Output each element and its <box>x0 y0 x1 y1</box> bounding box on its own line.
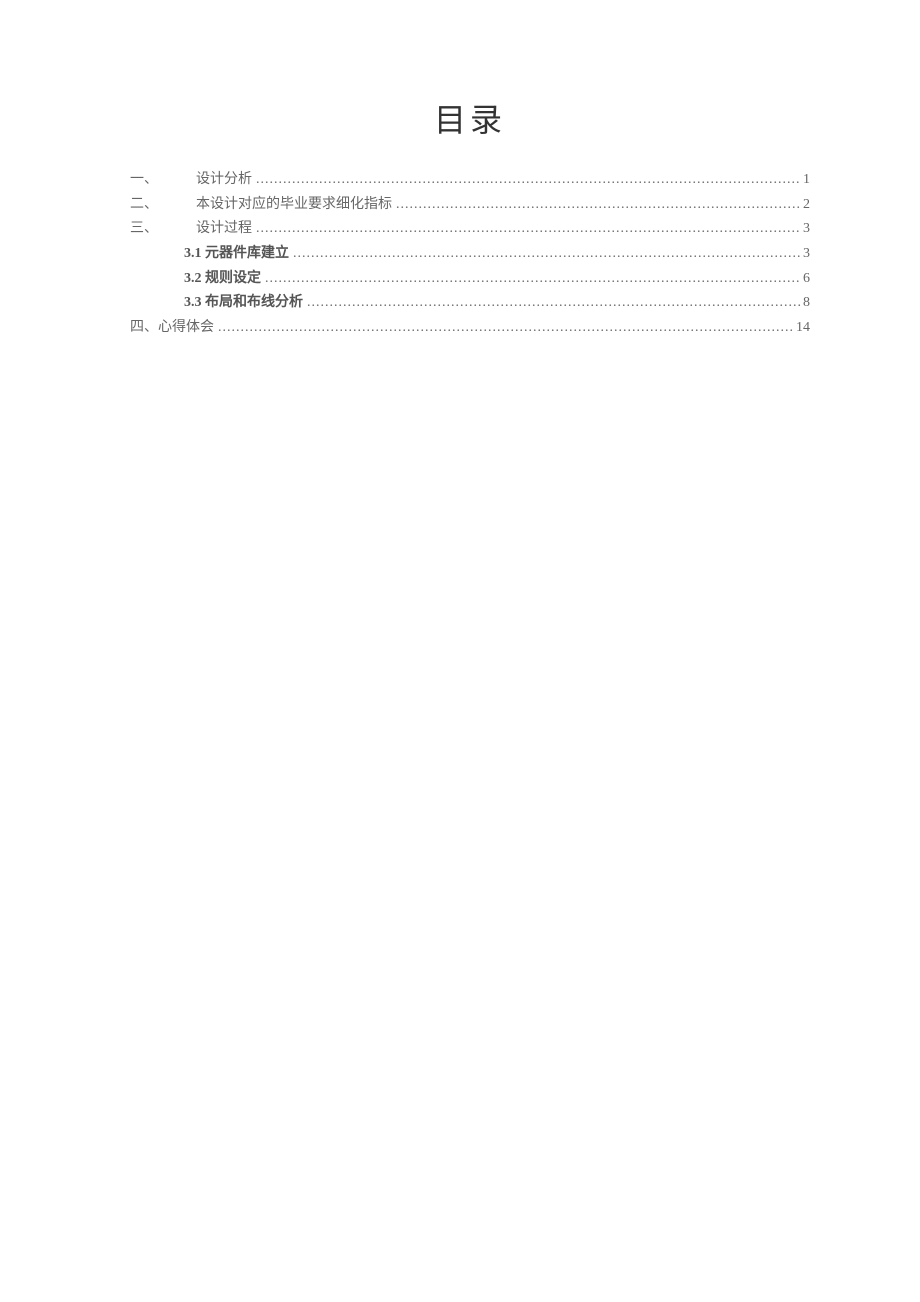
toc-entry: 二、 本设计对应的毕业要求细化指标........................… <box>130 194 810 216</box>
toc-entry-page: 8 <box>801 292 810 314</box>
toc-title: 目录 <box>130 95 810 141</box>
toc-entry-number: 3.2 <box>184 268 202 290</box>
toc-entry: 三、 设计过程..................................… <box>130 218 810 240</box>
toc-entry-number: 3.1 <box>184 243 202 265</box>
toc-entry-page: 3 <box>801 218 810 240</box>
toc-entry: 一、 设计分析..................................… <box>130 169 810 191</box>
toc-leader-dots: ........................................… <box>289 243 801 265</box>
toc-entry: 3.3 布局和布线分析.............................… <box>130 292 810 314</box>
toc-leader-dots: ........................................… <box>252 169 801 191</box>
toc-entry-page: 2 <box>801 194 810 216</box>
toc-entry-text: 设计过程 <box>196 218 252 240</box>
toc-entry-number: 四、 <box>130 317 158 339</box>
toc-entry-text: 元器件库建立 <box>205 243 289 265</box>
toc-entry-text: 规则设定 <box>205 268 261 290</box>
toc-leader-dots: ........................................… <box>392 194 801 216</box>
toc-leader-dots: ........................................… <box>303 292 801 314</box>
toc-leader-dots: ........................................… <box>261 268 801 290</box>
toc-entry-text: 本设计对应的毕业要求细化指标 <box>196 194 392 216</box>
toc-entry-text: 布局和布线分析 <box>205 292 303 314</box>
toc-entry: 3.1 元器件库建立..............................… <box>130 243 810 265</box>
toc-entry-number: 二、 <box>130 194 158 216</box>
toc-entry-page: 6 <box>801 268 810 290</box>
toc-entry-page: 1 <box>801 169 810 191</box>
toc-entry: 四、心得体会..................................… <box>130 317 810 339</box>
toc-entry-text: 设计分析 <box>196 169 252 191</box>
toc-entry: 3.2 规则设定................................… <box>130 268 810 290</box>
toc-leader-dots: ........................................… <box>252 218 801 240</box>
toc-container: 一、 设计分析..................................… <box>130 169 810 339</box>
toc-entry-number: 3.3 <box>184 292 202 314</box>
toc-entry-page: 3 <box>801 243 810 265</box>
toc-leader-dots: ........................................… <box>214 317 794 339</box>
toc-entry-number: 三、 <box>130 218 158 240</box>
toc-entry-number: 一、 <box>130 169 158 191</box>
toc-entry-text: 心得体会 <box>158 317 214 339</box>
toc-entry-page: 14 <box>794 317 810 339</box>
